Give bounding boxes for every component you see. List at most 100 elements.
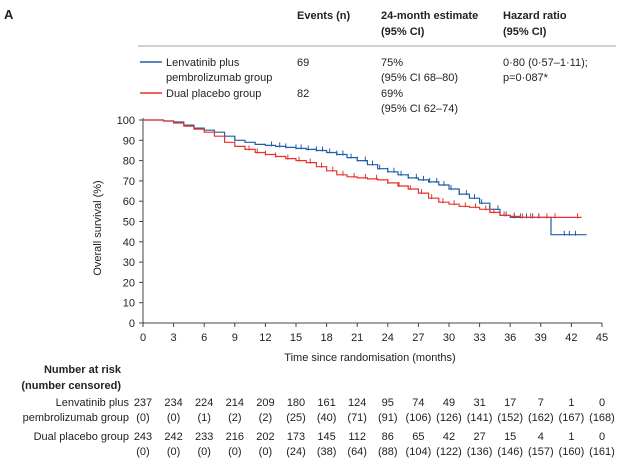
risk-censored-cell: (91): [378, 412, 398, 424]
risk-censored-cell: (0): [259, 446, 272, 458]
risk-censored-cell: (167): [559, 412, 585, 424]
legend: Lenvatinib plus pembrolizumab group 69 7…: [140, 57, 588, 115]
placebo-survival-line: [143, 119, 582, 218]
risk-at-risk-cell: 1: [568, 431, 574, 443]
risk-censored-cell: (136): [467, 446, 493, 458]
risk-at-risk-cell: 180: [287, 397, 305, 409]
risk-censored-cell: (157): [528, 446, 554, 458]
legend-estimate-blue: 75%: [381, 57, 403, 69]
risk-censored-cell: (0): [136, 412, 149, 424]
x-tick-label: 45: [596, 332, 608, 344]
risk-at-risk-cell: 4: [538, 431, 544, 443]
risk-censored-cell: (0): [228, 446, 241, 458]
y-tick-label: 10: [123, 298, 135, 310]
legend-events-red: 82: [297, 88, 309, 100]
risk-at-risk-cell: 161: [317, 397, 335, 409]
y-tick-label: 70: [123, 176, 135, 188]
risk-censored-cell: (2): [228, 412, 241, 424]
risk-censored-cell: (38): [317, 446, 337, 458]
x-tick-label: 27: [412, 332, 424, 344]
risk-at-risk-cell: 112: [348, 431, 366, 443]
risk-at-risk-cell: 237: [134, 397, 152, 409]
risk-table-title: Number at risk: [44, 364, 122, 376]
risk-censored-cell: (168): [589, 412, 615, 424]
y-tick-label: 90: [123, 135, 135, 147]
risk-censored-cell: (0): [167, 412, 180, 424]
y-tick-label: 80: [123, 156, 135, 168]
events-header: Events (n): [297, 10, 351, 22]
risk-at-risk-cell: 7: [538, 397, 544, 409]
x-axis-ticks: 0 3 6 9 12 15 18 21 24 27 30 33 36 39 42 45: [140, 323, 608, 344]
risk-censored-cell: (160): [559, 446, 585, 458]
risk-censored-cell: (2): [259, 412, 272, 424]
risk-at-risk-cell: 209: [256, 397, 274, 409]
risk-row-label-blue-1: Lenvatinib plus: [56, 397, 130, 409]
risk-at-risk-cell: 86: [382, 431, 394, 443]
legend-events-blue: 69: [297, 57, 309, 69]
risk-table-cells: 237 234 224 214 209 180 161 124 95 74 49 31 17 7 1 0 (0)…: [134, 397, 615, 458]
legend-name-line-1: Lenvatinib plus: [166, 57, 240, 69]
legend-name-red: Dual placebo group: [166, 88, 261, 100]
risk-at-risk-cell: 65: [412, 431, 424, 443]
x-tick-label: 6: [201, 332, 207, 344]
risk-at-risk-cell: 49: [443, 397, 455, 409]
risk-at-risk-cell: 233: [195, 431, 213, 443]
risk-censored-cell: (88): [378, 446, 398, 458]
risk-censored-cell: (122): [436, 446, 462, 458]
risk-censored-cell: (0): [136, 446, 149, 458]
risk-censored-cell: (64): [347, 446, 367, 458]
risk-at-risk-cell: 124: [348, 397, 366, 409]
risk-at-risk-cell: 224: [195, 397, 213, 409]
x-axis-label: Time since randomisation (months): [284, 352, 455, 364]
risk-censored-cell: (126): [436, 412, 462, 424]
legend-estimate-ci-blue: (95% CI 68–80): [381, 72, 458, 84]
risk-censored-cell: (0): [167, 446, 180, 458]
hazard-ratio-value: 0·80 (0·57–1·11);: [503, 57, 588, 69]
legend-name-line-2: pembrolizumab group: [166, 72, 272, 84]
risk-censored-cell: (152): [497, 412, 523, 424]
y-tick-label: 100: [117, 115, 135, 127]
hazard-header-ci: (95% CI): [503, 26, 547, 38]
risk-at-risk-cell: 0: [599, 397, 605, 409]
legend-estimate-ci-red: (95% CI 62–74): [381, 103, 458, 115]
risk-censored-cell: (25): [286, 412, 306, 424]
risk-at-risk-cell: 216: [226, 431, 244, 443]
risk-at-risk-cell: 17: [504, 397, 516, 409]
risk-at-risk-cell: 74: [412, 397, 424, 409]
estimate-header-ci: (95% CI): [381, 26, 425, 38]
estimate-header: 24-month estimate: [381, 10, 478, 22]
y-tick-label: 60: [123, 196, 135, 208]
x-tick-label: 12: [259, 332, 271, 344]
y-tick-label: 50: [123, 217, 135, 229]
risk-censored-cell: (24): [286, 446, 306, 458]
x-tick-label: 0: [140, 332, 146, 344]
risk-censored-cell: (141): [467, 412, 493, 424]
risk-censored-cell: (0): [197, 446, 210, 458]
x-tick-label: 18: [320, 332, 332, 344]
risk-censored-cell: (1): [197, 412, 210, 424]
risk-table: Number at risk (number censored) Lenvati…: [21, 364, 614, 458]
y-tick-label: 0: [129, 318, 135, 330]
risk-censored-cell: (71): [347, 412, 367, 424]
x-tick-label: 24: [382, 332, 394, 344]
risk-at-risk-cell: 173: [287, 431, 305, 443]
y-tick-label: 20: [123, 277, 135, 289]
risk-at-risk-cell: 15: [504, 431, 516, 443]
risk-at-risk-cell: 42: [443, 431, 455, 443]
x-tick-label: 33: [473, 332, 485, 344]
risk-at-risk-cell: 95: [382, 397, 394, 409]
risk-table-subtitle: (number censored): [21, 380, 121, 392]
risk-censored-cell: (106): [406, 412, 432, 424]
risk-at-risk-cell: 0: [599, 431, 605, 443]
risk-at-risk-cell: 202: [256, 431, 274, 443]
y-axis-label: Overall survival (%): [92, 180, 104, 275]
legend-header: Events (n) 24-month estimate (95% CI) Ha…: [297, 10, 567, 38]
x-tick-label: 30: [443, 332, 455, 344]
risk-censored-cell: (161): [589, 446, 615, 458]
y-axis-ticks: 0 10 20 30 40 50 60 70 80 90 100: [117, 115, 143, 330]
survival-curves: [143, 119, 587, 236]
risk-at-risk-cell: 243: [134, 431, 152, 443]
risk-at-risk-cell: 31: [473, 397, 485, 409]
risk-at-risk-cell: 234: [164, 397, 182, 409]
